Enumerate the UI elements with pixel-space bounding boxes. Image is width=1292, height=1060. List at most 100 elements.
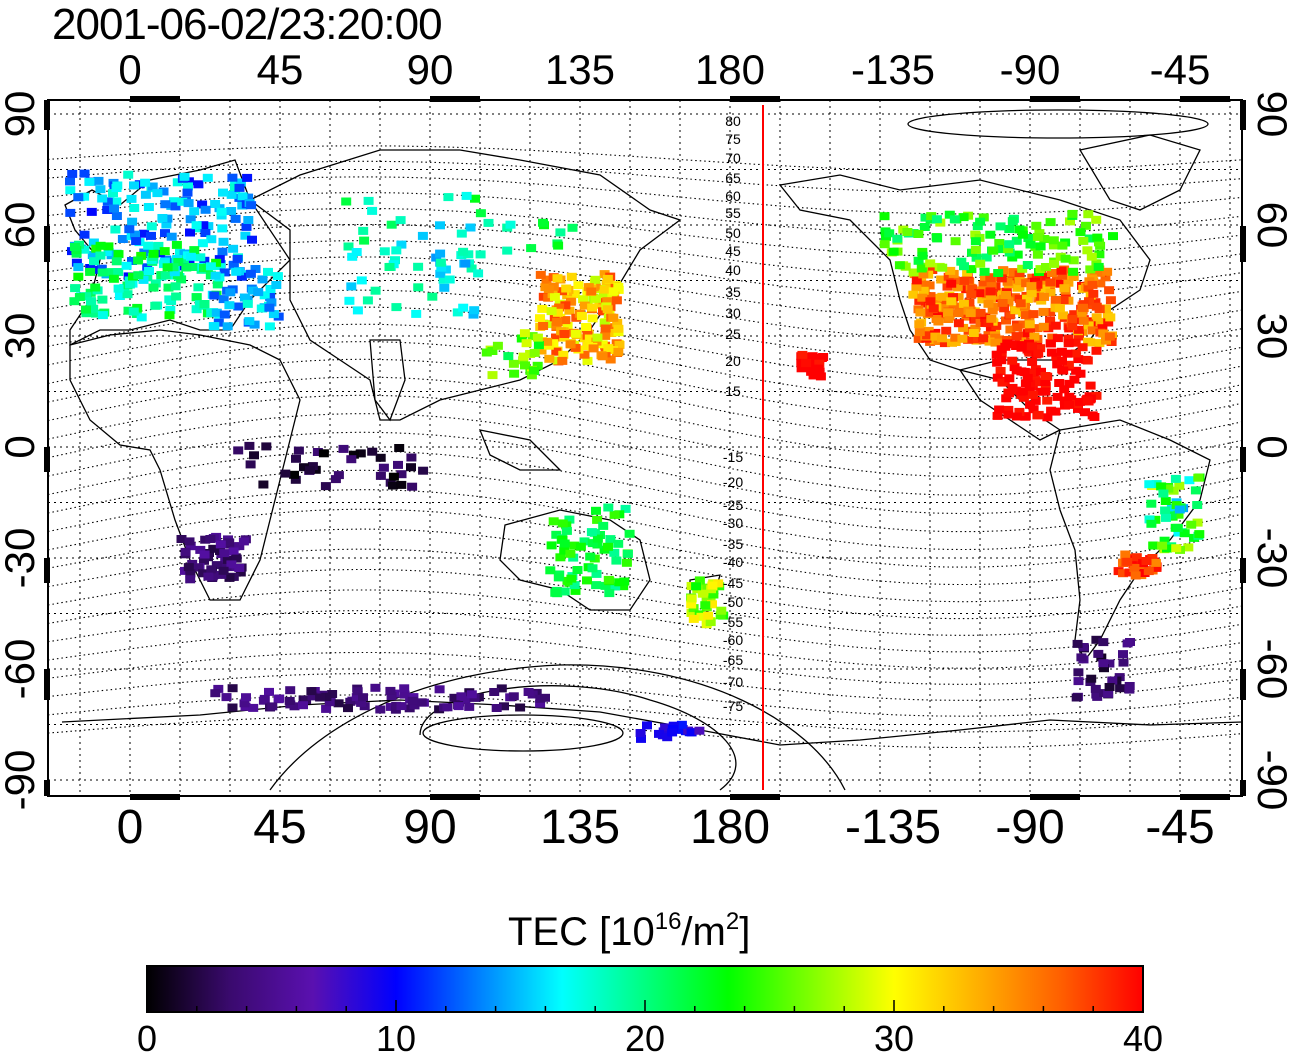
tec-cell bbox=[193, 563, 203, 572]
tec-cell bbox=[600, 331, 611, 340]
tec-cell bbox=[807, 352, 818, 361]
lon-tick-label-top: 135 bbox=[545, 46, 615, 93]
tec-cell bbox=[612, 318, 623, 327]
lat-tick-label-right: -30 bbox=[1249, 528, 1292, 589]
tec-cell bbox=[81, 292, 92, 301]
magnetic-latitude-label: 20 bbox=[725, 353, 741, 369]
tec-cell bbox=[73, 263, 84, 272]
tec-cell bbox=[1049, 259, 1059, 268]
tec-cell bbox=[1050, 321, 1061, 330]
tec-cell bbox=[396, 480, 407, 489]
tec-cell bbox=[1129, 564, 1140, 572]
tec-cell bbox=[519, 329, 530, 338]
tec-cell bbox=[1141, 557, 1152, 565]
tec-cell bbox=[153, 241, 164, 250]
tec-cell bbox=[1071, 366, 1082, 375]
tec-cell bbox=[592, 534, 603, 543]
tec-cell bbox=[1002, 277, 1013, 286]
tec-cell bbox=[705, 618, 716, 627]
tec-cell bbox=[1007, 356, 1018, 365]
tec-cell bbox=[1040, 284, 1051, 293]
tec-cell bbox=[576, 312, 587, 320]
tec-cell bbox=[108, 189, 118, 198]
tec-cell bbox=[551, 530, 562, 539]
tec-cell bbox=[1146, 499, 1157, 508]
tec-cell bbox=[540, 693, 550, 702]
tec-cell bbox=[1012, 323, 1023, 332]
tec-cell bbox=[384, 263, 395, 271]
tec-cell bbox=[698, 583, 709, 592]
tec-cell bbox=[716, 606, 727, 615]
tec-cell bbox=[894, 261, 905, 270]
tec-cell bbox=[227, 173, 238, 182]
tec-cell bbox=[608, 313, 619, 322]
tec-cell bbox=[1022, 374, 1033, 382]
tec-cell bbox=[385, 686, 396, 695]
tec-cell bbox=[1032, 280, 1043, 289]
tec-cell bbox=[920, 213, 931, 222]
right-tick-bar bbox=[1240, 558, 1246, 583]
tec-cell bbox=[129, 181, 139, 190]
left-tick-bar bbox=[44, 558, 50, 583]
tec-cell bbox=[1071, 693, 1082, 702]
tec-cell bbox=[1103, 689, 1114, 698]
tec-cell bbox=[694, 576, 705, 585]
tec-cell bbox=[578, 295, 589, 304]
tec-cell bbox=[399, 684, 410, 693]
tec-cell bbox=[551, 347, 562, 356]
tec-cell bbox=[508, 359, 519, 368]
tec-cell bbox=[133, 271, 144, 280]
tec-cell bbox=[587, 564, 598, 573]
tec-cell bbox=[166, 232, 177, 241]
tec-cell bbox=[88, 304, 99, 313]
tec-cell bbox=[586, 528, 597, 537]
lat-tick-label-left: 60 bbox=[0, 202, 43, 249]
tec-cell bbox=[557, 519, 568, 528]
tec-cell bbox=[535, 699, 546, 708]
tec-cell bbox=[509, 369, 520, 378]
tec-cell bbox=[549, 292, 560, 301]
tec-cell bbox=[243, 193, 254, 202]
tec-cell bbox=[324, 698, 335, 707]
tec-cell bbox=[971, 333, 982, 342]
tec-cell bbox=[208, 544, 219, 553]
tec-cell bbox=[1098, 329, 1109, 338]
tec-cell bbox=[444, 275, 455, 284]
tec-cell bbox=[224, 301, 235, 310]
tec-cell bbox=[210, 271, 221, 280]
tec-cell bbox=[1014, 270, 1025, 279]
tec-cell bbox=[879, 212, 890, 221]
tec-cell bbox=[1174, 505, 1185, 514]
tec-cell bbox=[146, 231, 156, 240]
tec-cell bbox=[583, 283, 594, 292]
tec-cell bbox=[584, 334, 595, 343]
lon-tick-label-bottom: 180 bbox=[690, 801, 770, 854]
tec-cell bbox=[79, 192, 90, 201]
magnetic-latitude-label: 75 bbox=[725, 131, 741, 147]
tec-cell bbox=[388, 481, 398, 490]
tec-cell bbox=[997, 245, 1008, 254]
tec-cell bbox=[613, 539, 624, 548]
tec-cell bbox=[1087, 271, 1098, 280]
tec-cell bbox=[1150, 558, 1161, 567]
tec-cell bbox=[560, 316, 571, 325]
tec-cell bbox=[1124, 685, 1135, 694]
tec-cell bbox=[71, 258, 82, 267]
tec-cell bbox=[247, 235, 257, 244]
tec-cell bbox=[614, 340, 625, 349]
tec-cell bbox=[193, 180, 204, 189]
coastline-path bbox=[1049, 419, 1211, 662]
tec-cell bbox=[1051, 352, 1062, 361]
tec-cell bbox=[939, 339, 950, 348]
tec-cell bbox=[330, 475, 341, 484]
tec-cell bbox=[532, 361, 543, 370]
tec-cell bbox=[395, 216, 406, 225]
tec-cell bbox=[124, 280, 135, 289]
tec-cell bbox=[977, 295, 988, 304]
tec-cell bbox=[356, 698, 367, 707]
tec-cell bbox=[1004, 240, 1015, 249]
tec-cell bbox=[110, 225, 121, 234]
tec-cell bbox=[205, 262, 216, 271]
tec-cell bbox=[215, 540, 226, 549]
tec-cell bbox=[1045, 288, 1056, 297]
